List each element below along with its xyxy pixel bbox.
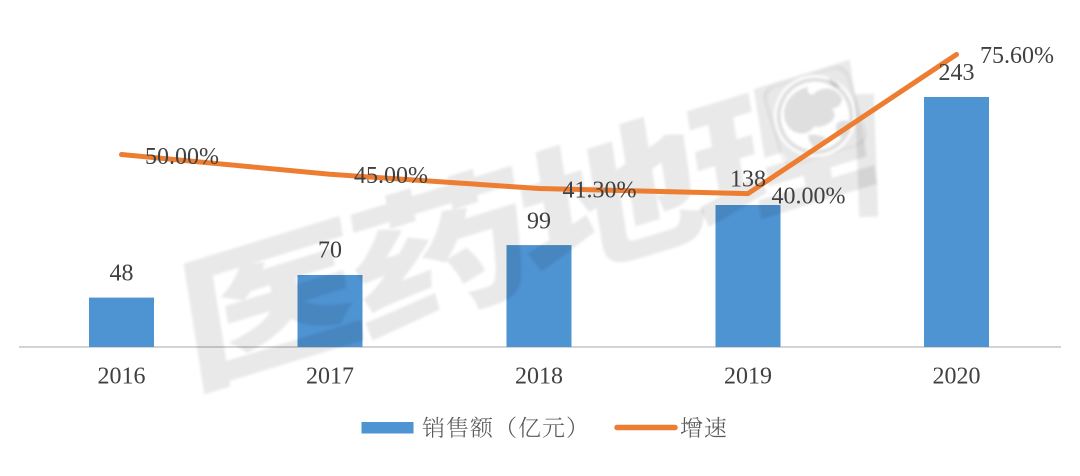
svg-text:99: 99 bbox=[527, 209, 551, 235]
svg-text:138: 138 bbox=[730, 167, 766, 193]
svg-text:243: 243 bbox=[939, 60, 975, 86]
svg-text:45.00%: 45.00% bbox=[354, 163, 428, 189]
svg-text:2019: 2019 bbox=[724, 364, 772, 390]
svg-text:2020: 2020 bbox=[933, 364, 981, 390]
svg-text:2016: 2016 bbox=[98, 364, 146, 390]
svg-text:75.60%: 75.60% bbox=[980, 43, 1054, 69]
svg-text:50.00%: 50.00% bbox=[145, 144, 219, 170]
svg-text:2018: 2018 bbox=[515, 364, 563, 390]
svg-text:41.30%: 41.30% bbox=[563, 178, 637, 204]
svg-text:2017: 2017 bbox=[306, 364, 354, 390]
svg-text:48: 48 bbox=[110, 260, 134, 286]
svg-text:70: 70 bbox=[318, 238, 342, 264]
svg-text:40.00%: 40.00% bbox=[772, 184, 846, 210]
